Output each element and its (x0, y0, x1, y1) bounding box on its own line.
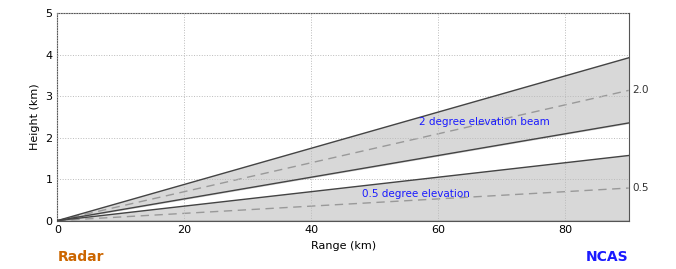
Text: 2.0: 2.0 (632, 85, 648, 95)
X-axis label: Range (km): Range (km) (310, 241, 376, 251)
Text: Radar: Radar (57, 250, 104, 264)
Text: NCAS: NCAS (586, 250, 629, 264)
Text: 0.5: 0.5 (632, 183, 648, 193)
Text: 2 degree elevation beam: 2 degree elevation beam (419, 117, 550, 127)
Y-axis label: Height (km): Height (km) (30, 84, 40, 150)
Text: 0.5 degree elevation: 0.5 degree elevation (362, 189, 470, 199)
